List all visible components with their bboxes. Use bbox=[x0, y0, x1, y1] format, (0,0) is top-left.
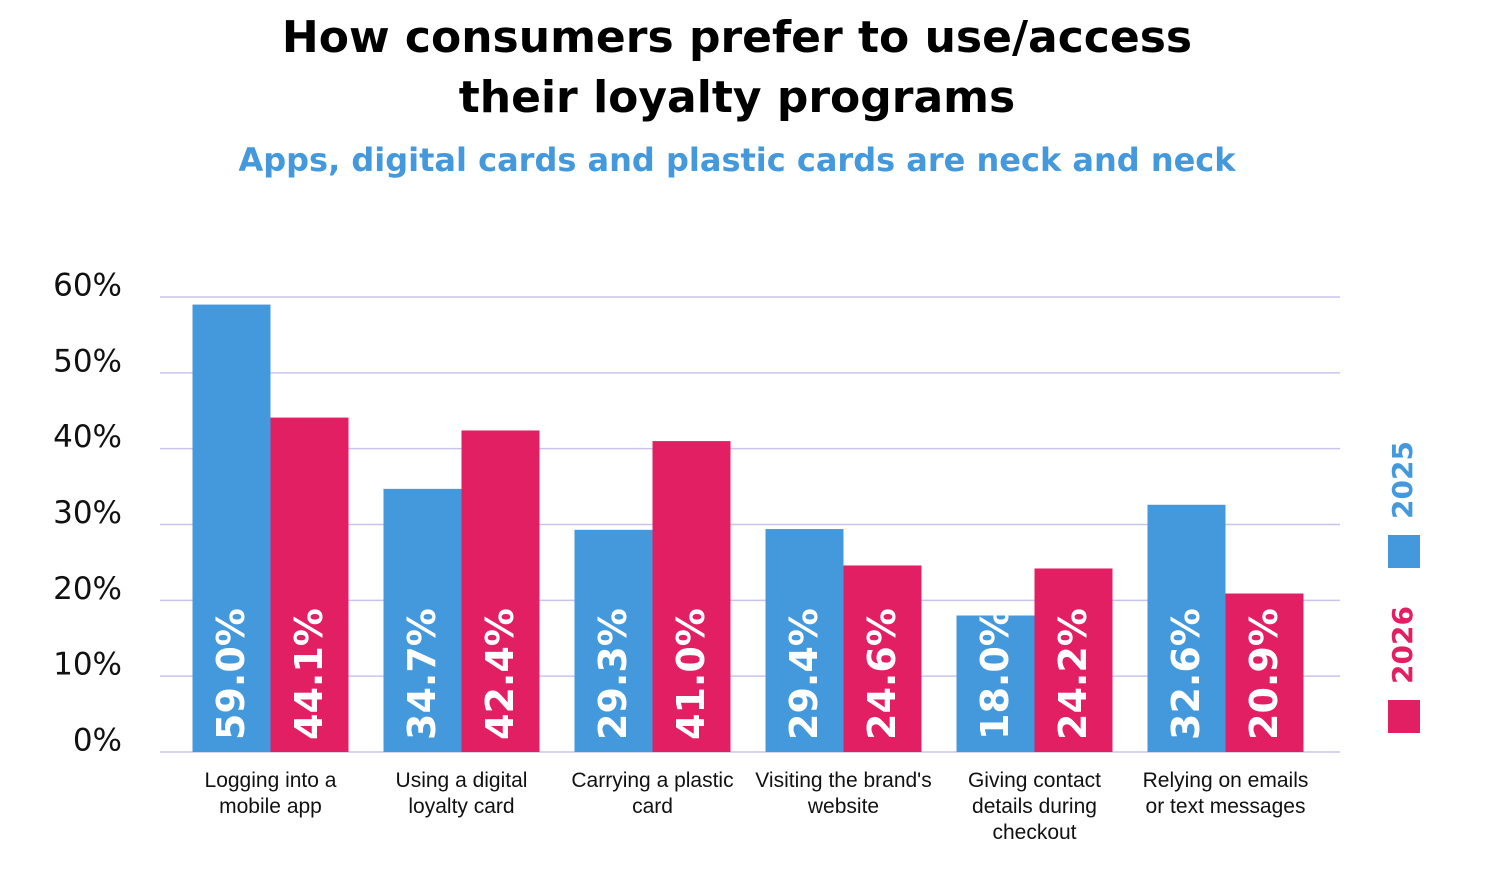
bar bbox=[192, 304, 271, 752]
value-label: 44.1% bbox=[287, 608, 331, 740]
value-label: 24.6% bbox=[860, 608, 904, 740]
bar bbox=[843, 565, 922, 752]
legend-swatch bbox=[1388, 535, 1420, 568]
x-tick-label: Relying on emails or text messages bbox=[1142, 769, 1309, 818]
value-label: 18.0% bbox=[973, 608, 1017, 740]
value-label: 59.0% bbox=[209, 608, 253, 740]
bar bbox=[765, 529, 844, 752]
y-tick-label: 20% bbox=[53, 571, 122, 607]
value-label: 29.3% bbox=[591, 608, 635, 740]
x-tick-label: Logging into a mobile app bbox=[204, 769, 337, 818]
x-tick-label: Carrying a plastic card bbox=[571, 769, 734, 818]
chart-subtitle: Apps, digital cards and plastic cards ar… bbox=[238, 141, 1236, 179]
bar bbox=[574, 529, 653, 752]
bar bbox=[1034, 568, 1113, 752]
bar bbox=[956, 615, 1035, 752]
value-label: 34.7% bbox=[400, 608, 444, 740]
x-tick-label: Using a digital loyalty card bbox=[395, 769, 528, 818]
value-label: 29.4% bbox=[782, 608, 826, 740]
value-label: 42.4% bbox=[478, 608, 522, 740]
value-label: 24.2% bbox=[1051, 608, 1095, 740]
y-tick-label: 0% bbox=[73, 723, 122, 759]
bar bbox=[383, 488, 462, 752]
value-label: 41.0% bbox=[669, 608, 713, 740]
y-tick-label: 50% bbox=[53, 343, 122, 379]
legend-label: 2026 bbox=[1386, 606, 1419, 684]
bar bbox=[652, 441, 731, 752]
x-tick-label: Visiting the brand's website bbox=[755, 769, 932, 818]
y-tick-label: 30% bbox=[53, 495, 122, 531]
bar bbox=[1225, 593, 1304, 752]
legend-swatch bbox=[1388, 700, 1420, 733]
value-label: 32.6% bbox=[1164, 608, 1208, 740]
y-tick-label: 60% bbox=[53, 268, 122, 304]
chart-title: How consumers prefer to use/access their … bbox=[282, 12, 1192, 123]
y-tick-label: 10% bbox=[53, 647, 122, 683]
legend-label: 2025 bbox=[1386, 441, 1419, 519]
bar bbox=[1147, 504, 1226, 752]
value-label: 20.9% bbox=[1242, 608, 1286, 740]
bar bbox=[461, 430, 540, 752]
x-tick-label: Giving contact details during checkout bbox=[967, 769, 1102, 844]
bar bbox=[270, 417, 349, 752]
y-tick-label: 40% bbox=[53, 419, 122, 455]
